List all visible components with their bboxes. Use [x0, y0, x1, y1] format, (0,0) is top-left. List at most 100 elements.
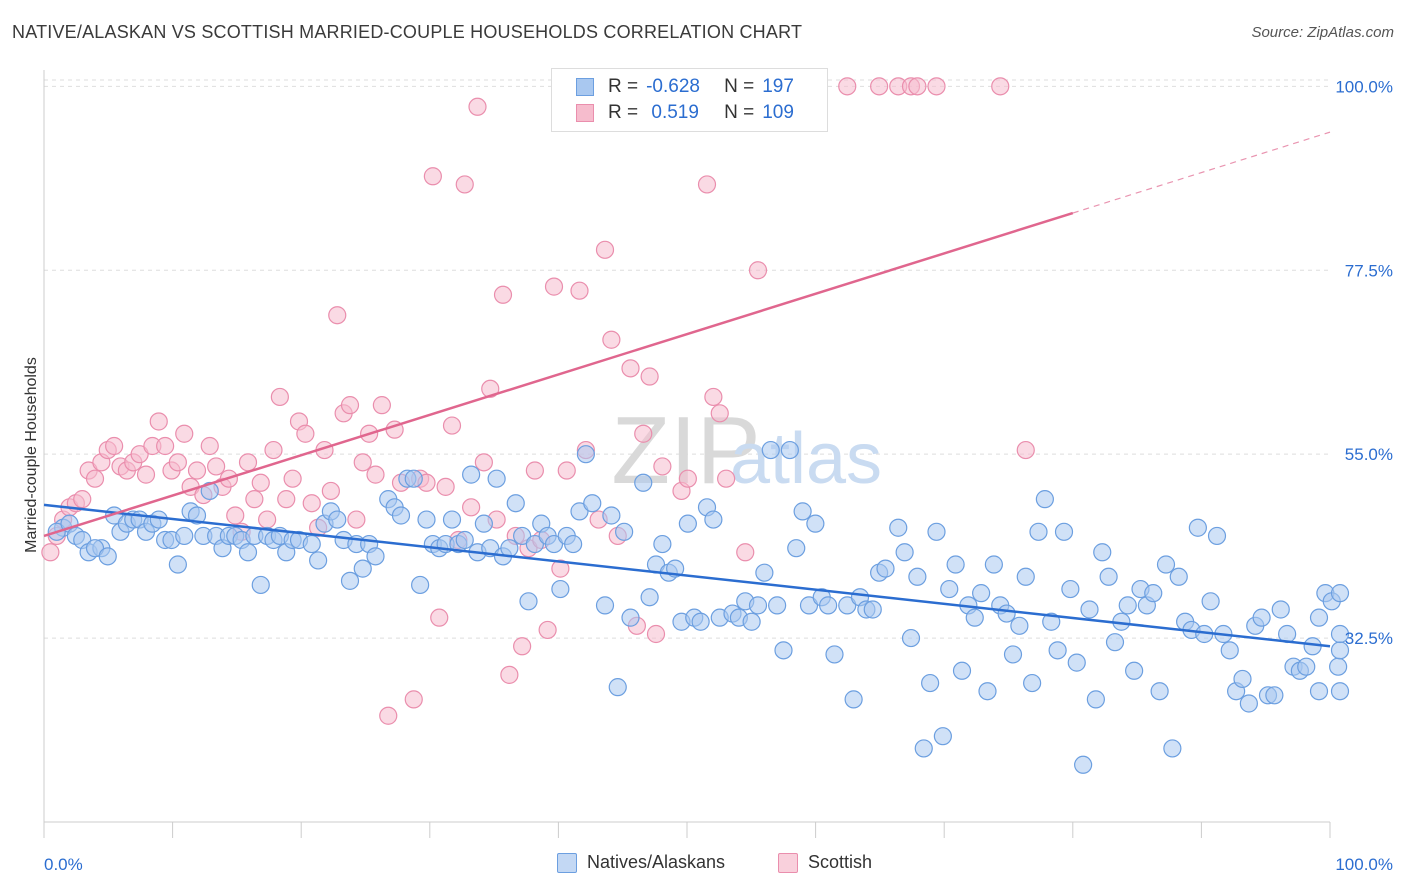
- natives-point: [519, 592, 538, 611]
- legend-swatch-blue: [576, 78, 594, 96]
- natives-point: [1220, 641, 1239, 660]
- natives-point: [972, 584, 991, 603]
- natives-point: [640, 588, 659, 607]
- natives-point: [474, 514, 493, 533]
- natives-point: [921, 673, 940, 693]
- scottish-points: [41, 77, 1035, 725]
- natives-point: [997, 604, 1016, 623]
- natives-point: [1125, 661, 1144, 680]
- scottish-point: [258, 510, 277, 529]
- natives-point: [793, 502, 812, 521]
- natives-points: [47, 440, 1350, 774]
- scottish-point: [430, 608, 449, 627]
- n-label: N =: [724, 76, 755, 97]
- y-tick-label: 100.0%: [1335, 77, 1393, 96]
- natives-point: [1297, 657, 1316, 676]
- natives-point: [806, 514, 825, 533]
- natives-point: [819, 596, 838, 615]
- natives-point: [187, 506, 207, 525]
- natives-point: [302, 534, 321, 554]
- legend-item-scottish: Scottish: [778, 852, 872, 873]
- scottish-point: [736, 543, 755, 562]
- n-value: 197: [762, 76, 794, 97]
- natives-point: [570, 502, 589, 521]
- natives-point: [98, 547, 117, 566]
- natives-point: [901, 628, 921, 648]
- natives-point: [748, 596, 768, 615]
- natives-point: [863, 600, 882, 619]
- natives-point: [1233, 669, 1252, 689]
- scottish-point: [226, 506, 245, 525]
- natives-point: [1252, 608, 1271, 627]
- scottish-point: [748, 261, 768, 280]
- legend-row-natives: R = -0.628 N = 197: [576, 75, 794, 99]
- natives-point: [1265, 686, 1284, 705]
- natives-point: [506, 494, 525, 513]
- natives-point: [615, 522, 634, 541]
- natives-point: [551, 579, 570, 599]
- natives-point: [799, 596, 819, 615]
- y-tick-label: 77.5%: [1345, 261, 1393, 280]
- scottish-point: [551, 559, 570, 578]
- natives-point: [1201, 592, 1220, 611]
- natives-point: [774, 641, 793, 660]
- correlation-legend: R = -0.628 N = 197 R = 0.519 N = 109: [551, 68, 828, 132]
- scottish-point: [200, 436, 219, 456]
- scottish-point: [366, 465, 385, 484]
- watermark-atlas: atlas: [730, 419, 882, 499]
- natives-point: [946, 555, 965, 574]
- natives-point: [168, 555, 187, 574]
- scottish-point: [621, 359, 640, 378]
- scottish-point: [149, 412, 168, 431]
- natives-point: [417, 510, 436, 529]
- natives-point: [1003, 645, 1023, 664]
- legend-item-natives: Natives/Alaskans: [557, 852, 725, 873]
- scottish-point: [328, 306, 347, 325]
- scottish-point: [1016, 440, 1035, 460]
- natives-point: [525, 534, 544, 554]
- natives-point: [366, 547, 385, 566]
- scottish-point: [634, 424, 653, 443]
- natives-point: [544, 534, 564, 554]
- scottish-point: [544, 277, 564, 296]
- series-legend: Natives/Alaskans Scottish: [0, 852, 1406, 878]
- natives-point: [149, 510, 168, 529]
- natives-point: [309, 551, 328, 570]
- scottish-point: [283, 469, 302, 488]
- scottish-point: [296, 424, 315, 443]
- scottish-point: [704, 387, 723, 407]
- natives-point: [889, 518, 908, 537]
- scottish-point: [136, 465, 156, 484]
- natives-point: [576, 445, 595, 464]
- scottish-point: [717, 469, 736, 488]
- natives-point: [404, 469, 423, 488]
- natives-point: [1309, 608, 1329, 627]
- natives-point: [621, 608, 640, 627]
- natives-point: [1067, 653, 1086, 672]
- scottish-point: [710, 404, 729, 423]
- r-value: 0.519: [646, 102, 699, 123]
- scottish-point: [187, 461, 207, 480]
- natives-point: [787, 539, 806, 558]
- natives-point: [761, 440, 780, 460]
- natives-point: [653, 534, 672, 554]
- natives-point: [1086, 690, 1105, 709]
- natives-point: [1207, 526, 1227, 546]
- natives-point: [175, 526, 194, 546]
- natives-point: [602, 506, 621, 525]
- natives-point: [1035, 490, 1054, 509]
- natives-point: [1163, 739, 1182, 758]
- scottish-point: [468, 97, 487, 116]
- natives-point: [238, 543, 258, 562]
- natives-point: [838, 596, 857, 615]
- natives-point: [1150, 682, 1169, 701]
- scottish-point: [238, 453, 258, 472]
- natives-point: [1118, 596, 1137, 615]
- natives-point: [1093, 543, 1112, 562]
- natives-point: [1330, 682, 1350, 701]
- scottish-point: [379, 706, 398, 725]
- scottish-point: [640, 367, 659, 386]
- scottish-point: [927, 77, 946, 96]
- grid-lines: [44, 79, 1330, 639]
